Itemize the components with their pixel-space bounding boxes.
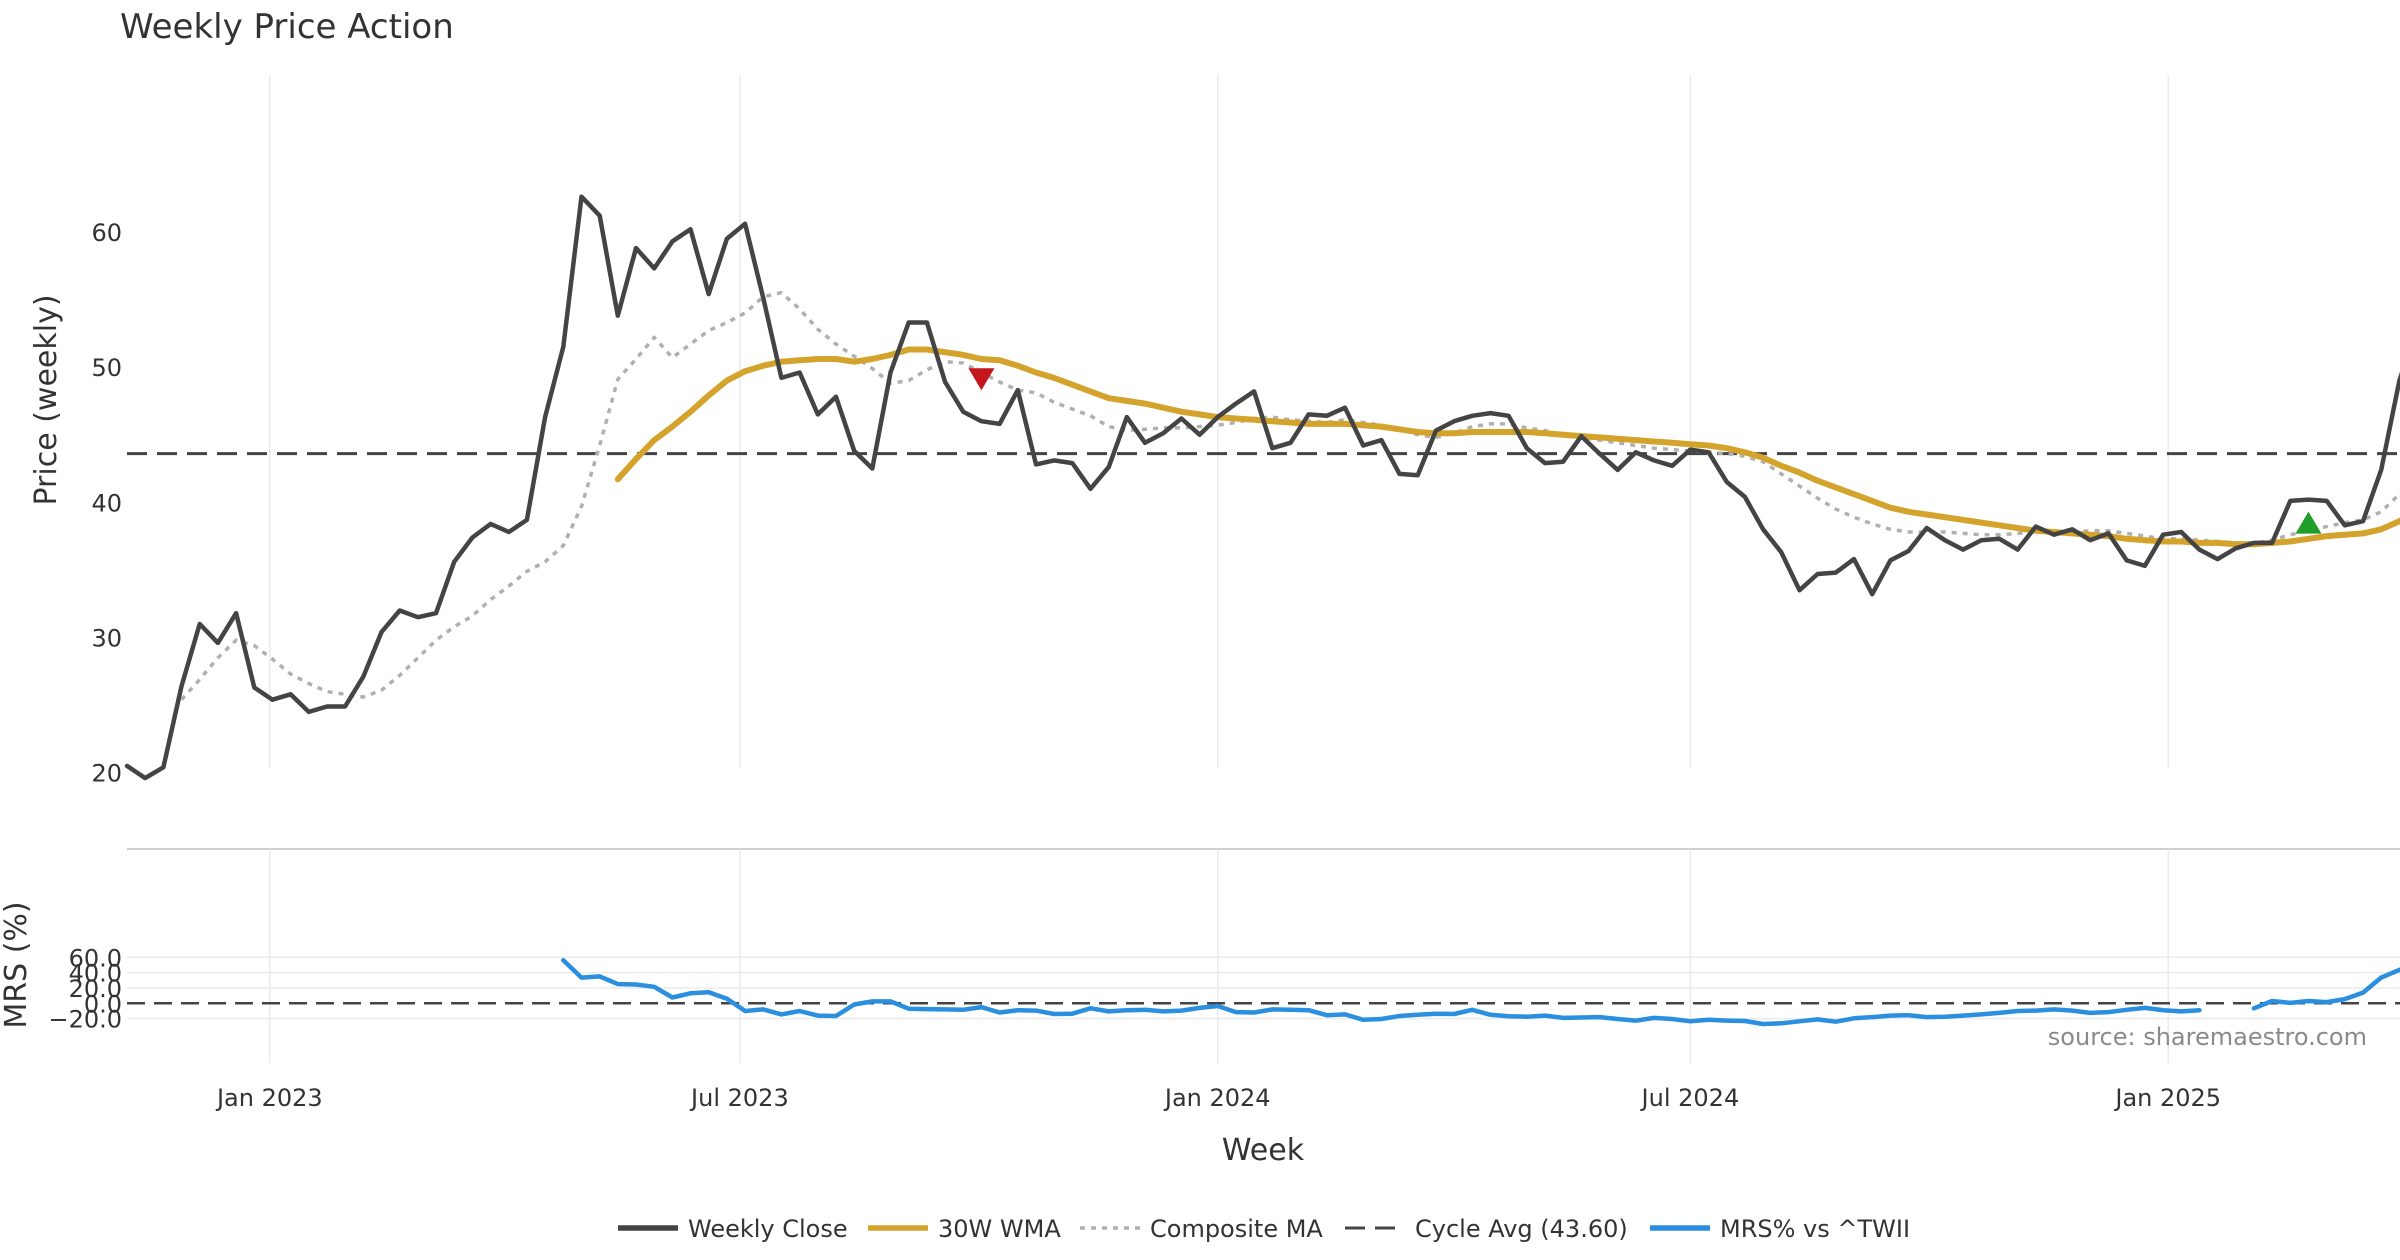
buy-signal-marker xyxy=(2295,511,2322,534)
mrs-y-ticks: 60.040.020.00.0−20.0 xyxy=(48,944,122,1033)
legend: Weekly Close 30W WMA Composite MA Cycle Avg… xyxy=(618,1215,1910,1243)
mrs-line-segment xyxy=(2251,967,2400,1011)
x-tick-label: Jul 2023 xyxy=(689,1084,789,1112)
series-weekly-close-line xyxy=(124,194,2400,781)
price-series xyxy=(124,194,2400,781)
price-y-tick: 20 xyxy=(91,760,122,788)
x-tick-label: Jan 2024 xyxy=(1163,1084,1271,1112)
mrs-y-label: MRS (%) xyxy=(0,901,34,1028)
price-y-tick: 50 xyxy=(91,354,122,382)
legend-label: Weekly Close xyxy=(688,1215,848,1243)
price-y-ticks: 20 30 40 50 60 xyxy=(91,219,122,788)
legend-label: Composite MA xyxy=(1150,1215,1323,1243)
legend-label: MRS% vs ^TWII xyxy=(1720,1215,1910,1243)
legend-label: 30W WMA xyxy=(938,1215,1061,1243)
source-label: source: sharemaestro.com xyxy=(2048,1023,2367,1051)
price-y-tick: 60 xyxy=(91,219,122,247)
mrs-y-tick: 0.0 xyxy=(84,990,122,1018)
x-tick-labels: Jan 2023 Jul 2023 Jan 2024 Jul 2024 Jan 2025… xyxy=(215,1084,2221,1112)
signal-markers xyxy=(968,368,2322,534)
sell-signal-marker xyxy=(968,368,995,391)
chart-title: Weekly Price Action xyxy=(120,7,454,47)
price-y-tick: 30 xyxy=(91,625,122,653)
legend-label: Cycle Avg (43.60) xyxy=(1415,1215,1628,1243)
price-y-tick: 40 xyxy=(91,489,122,517)
mrs-y-tick: 60.0 xyxy=(69,944,122,972)
x-tick-label: Jan 2023 xyxy=(215,1084,323,1112)
series-composite-ma-line xyxy=(180,290,2400,701)
mrs-line-segment xyxy=(561,958,2202,1027)
x-tick-label: Jul 2024 xyxy=(1640,1084,1740,1112)
x-axis-label: Week xyxy=(1222,1133,1305,1168)
mrs-y-tick: −20.0 xyxy=(48,1006,122,1034)
price-panel: 20 30 40 50 60 Price (weekly) xyxy=(29,75,2400,788)
price-y-label: Price (weekly) xyxy=(29,294,64,505)
price-gridlines xyxy=(269,75,2169,768)
series-30w-wma-line xyxy=(614,346,2400,548)
x-tick-label: Jan 2025 xyxy=(2113,1084,2221,1112)
mrs-panel: 60.040.020.00.0−20.0 MRS (%) source: sha… xyxy=(0,848,2400,1063)
mrs-y-tick: 40.0 xyxy=(69,960,122,988)
mrs-series xyxy=(561,958,2400,1027)
mrs-gridlines xyxy=(127,849,2400,1063)
mrs-y-tick: 20.0 xyxy=(69,975,122,1003)
